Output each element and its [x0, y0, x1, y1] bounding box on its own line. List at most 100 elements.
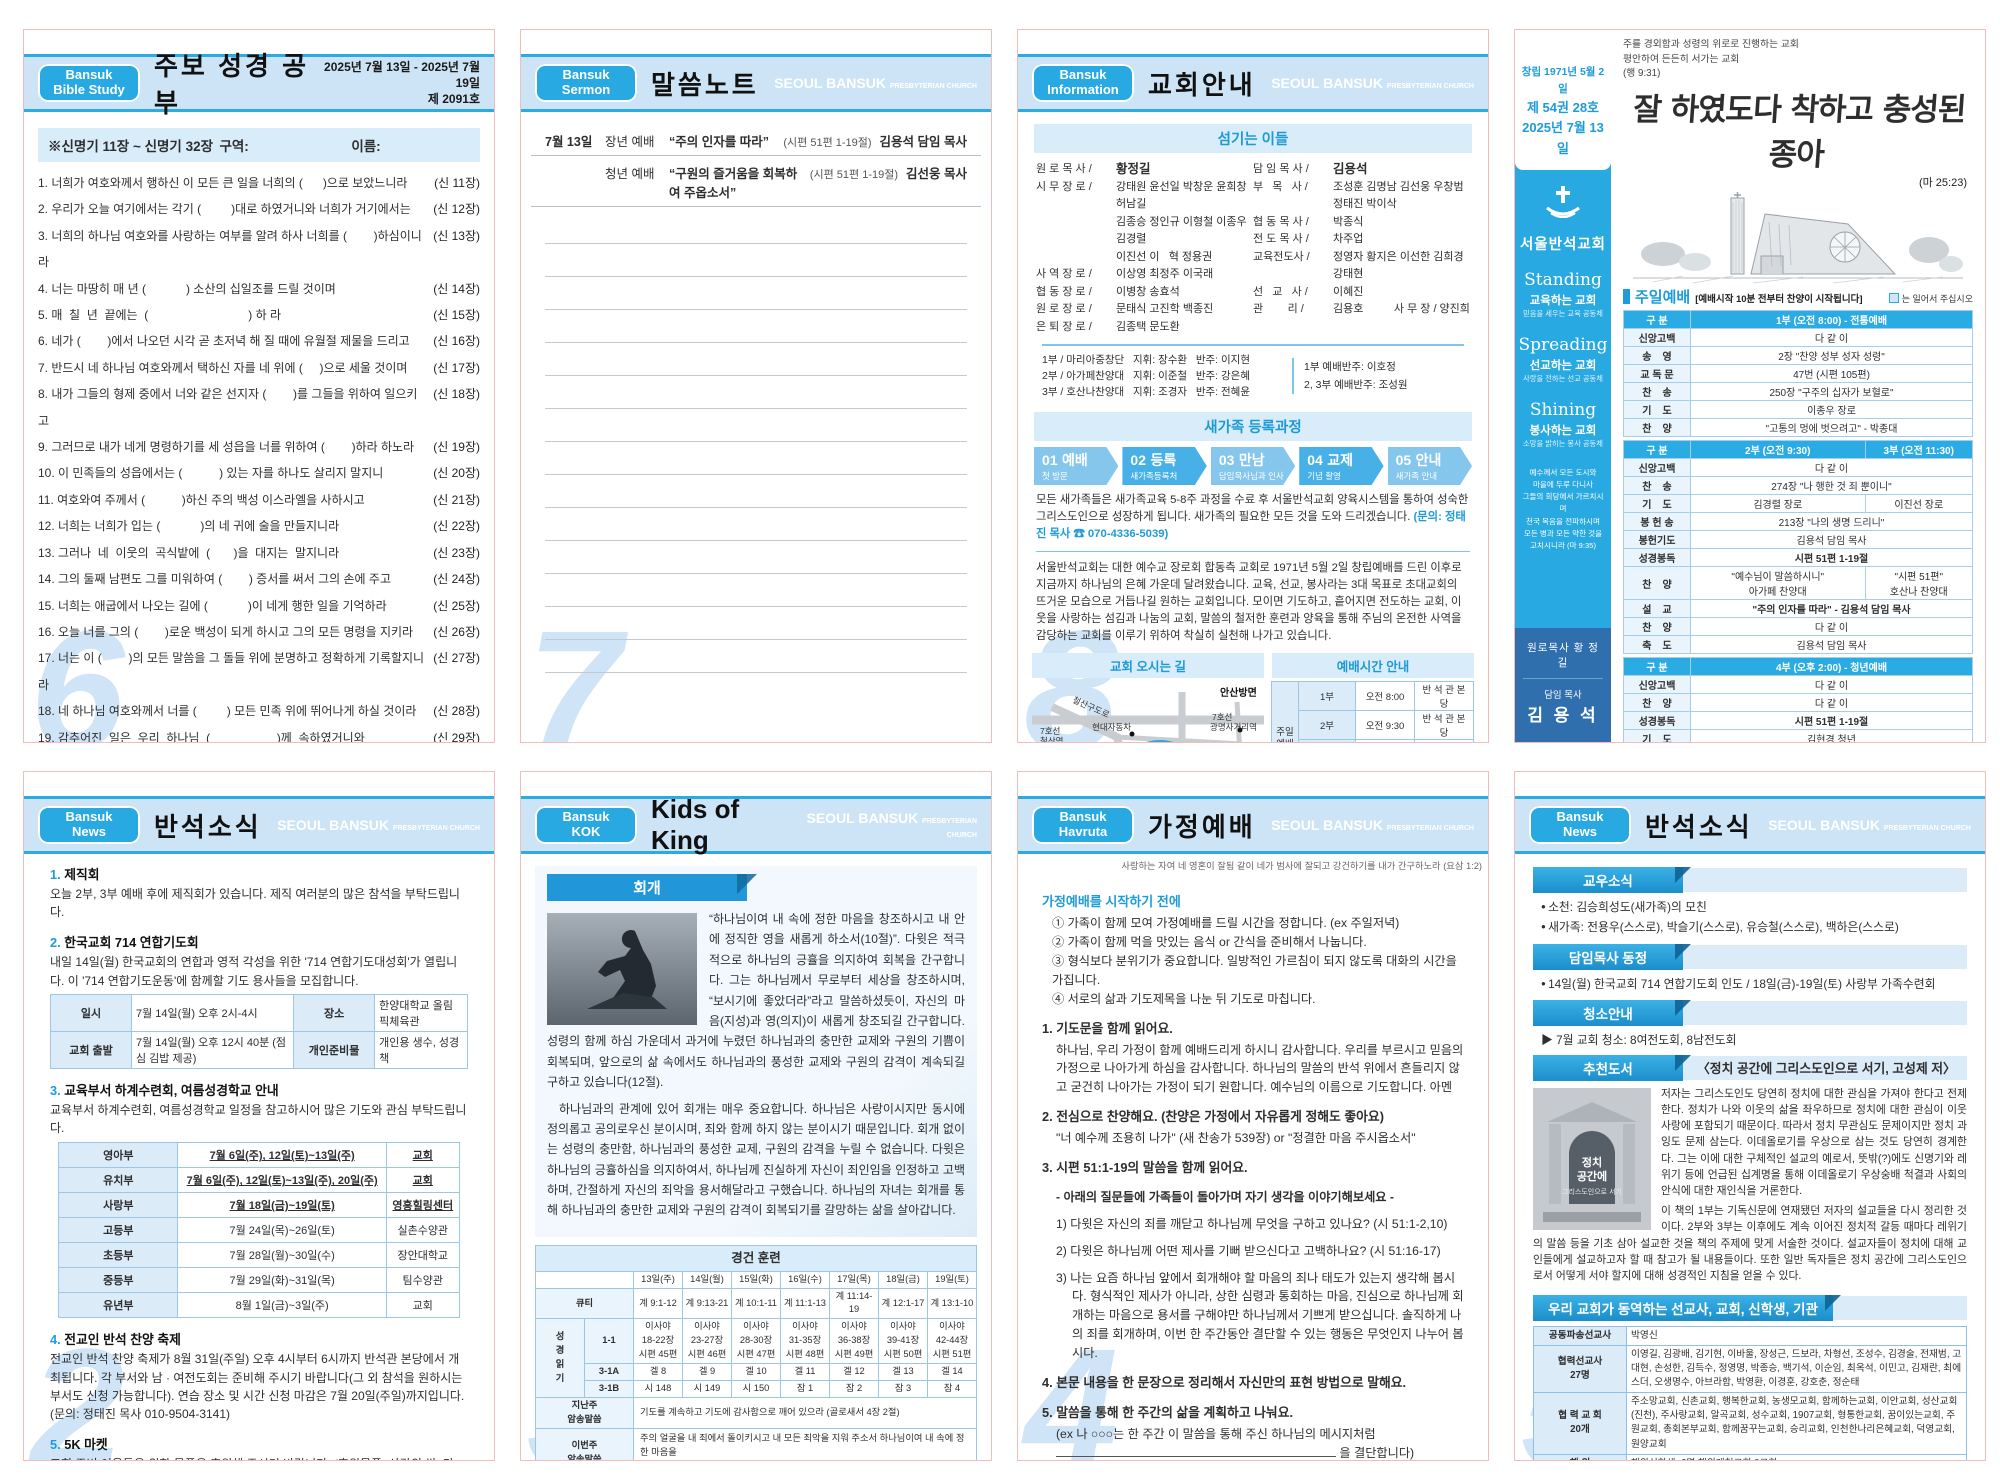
day-header: 14일(월): [682, 1270, 732, 1289]
vision-item: Spreading 선교하는 교회 사랑을 전하는 선교 공동체: [1518, 334, 1608, 383]
bible-question: 17. 너는 이 ( )의 모든 말씀을 그 돌들 위에 분명하고 정확하게 기…: [38, 651, 480, 692]
bible-question: 7. 반드시 네 하나님 여호와께서 택하신 자를 네 위에 ( )으로 세울 …: [38, 360, 480, 375]
bansuk-badge: Bansuk Information: [1032, 64, 1134, 102]
svg-text:현대자동차: 현대자동차: [1092, 722, 1131, 732]
section-directions: 교회 오시는 길: [1032, 652, 1264, 678]
stand-marker-icon: [1889, 293, 1900, 304]
panel-header: Bansuk Havruta 가정예배 SEOUL BANSUK PRESBYTE…: [1018, 796, 1488, 854]
church-map: 안산방면 철산구도로 7호선 철산역 현대자동차 광명시민회관 광명시청 광명시…: [1032, 686, 1264, 743]
discussion-question: 2) 다윗은 하나님께 어떤 제사를 기뻐 받으신다고 고백하나요? (시 51…: [1056, 1243, 1441, 1258]
panel-header: Bansuk Sermon 말씀노트 SEOUL BANSUK PRESBYTER…: [521, 54, 991, 112]
blank-underline: [1056, 1444, 1336, 1457]
issue-date: 2025년 7월 13일 - 2025년 7월 19일 제 2091호: [324, 59, 480, 107]
sidebar-verse: 예수께서 모든 도시와 마을에 두루 다니사 그들의 회당에서 가르치시며 천국…: [1522, 467, 1604, 550]
section-worship-times: 예배시간 안내: [1272, 652, 1474, 678]
step-body: 하나님, 우리 가정이 함께 예배드리게 하시니 감사합니다. 우리를 부르시고…: [1056, 1042, 1464, 1095]
panel-header: Bansuk Bible Study 주보 성경 공부 2025년 7월 13일 …: [24, 51, 494, 118]
staff-row: 부 목 사 / 조성훈 김명남 김선웅 우창범: [1253, 180, 1464, 193]
member-news-item: 새가족: 전용우(스스로), 박슬기(스스로), 유승철(스스로), 백하은(스…: [1541, 918, 1967, 936]
before-start-list: ① 가족이 함께 모여 가정예배를 드릴 시간을 정합니다. (ex 주일저녁)…: [1052, 914, 1464, 1009]
name-label: 이름:: [351, 139, 381, 154]
church-name-en: SEOUL BANSUK PRESBYTERIAN CHURCH: [1271, 817, 1474, 833]
retreat-row: 사랑부 7월 18일(금)~19일(토) 영흥힐링센터: [58, 1192, 460, 1219]
worship-time-row: 3부오전 11:30반 석 관 본 당: [1298, 738, 1474, 742]
church-name-en: SEOUL BANSUK PRESBYTERIAN CHURCH: [1271, 75, 1474, 91]
panel-title: 교회안내: [1148, 69, 1256, 100]
day-header: 17일(목): [829, 1270, 879, 1289]
cleaning-item: ▶ 7월 교회 청소: 8여전도회, 8남전도회: [1541, 1032, 1737, 1047]
church-history: 서울반석교회는 대한 예수교 장로회 합동측 교회로 1971년 5월 2일 창…: [1036, 550, 1470, 645]
newfamily-step: 03 만남 담임목사님과 인사: [1211, 447, 1295, 485]
svg-text:안산방면: 안산방면: [1220, 686, 1257, 699]
day-header: 19일(토): [927, 1270, 977, 1289]
panel-title: 가정예배: [1148, 811, 1256, 842]
page-number-watermark: 4: [1024, 1314, 1119, 1460]
church-name-en: SEOUL BANSUK PRESBYTERIAN CHURCH: [774, 75, 977, 91]
staff-row: 협 동 목 사 / 박종식: [1253, 215, 1364, 228]
before-start-item: ① 가족이 함께 모여 가정예배를 드릴 시간을 정합니다. (ex 주일저녁): [1052, 916, 1400, 931]
before-start-heading: 가정예배를 시작하기 전에: [1042, 894, 1181, 909]
devotion-title-ribbon: 회개: [547, 874, 757, 901]
svg-text:정치: 정치: [1582, 1155, 1602, 1169]
panel-title: 주보 성경 공부: [154, 51, 310, 118]
section-recommended-book: 추천도서 〈정치 공간에 그리스도인으로 서기, 고성제 저〉: [1533, 1054, 1967, 1081]
svg-text:철산역: 철산역: [1040, 736, 1063, 743]
staff-row: 협 동 장 로 / 이병창 송효석: [1036, 285, 1180, 298]
staff-row: 관 리 / 김용호 사 무 장 / 양진희: [1253, 303, 1470, 315]
section-cleaning: 청소안내: [1533, 999, 1967, 1026]
section-mission-partners: 우리 교회가 동역하는 선교사, 교회, 신학생, 기관: [1533, 1295, 1967, 1322]
discussion-question: 3) 나는 요즘 하나님 앞에서 회개해야 할 마음의 죄나 태도가 있는지 생…: [1056, 1270, 1464, 1361]
sermon-list: 7월 13일 장년 예배 “주의 인자를 따라” (시편 51편 1-19절) 김용석 …: [521, 124, 991, 207]
newfamily-step: 02 등록 새가족등록처: [1122, 447, 1206, 485]
bible-question: 3. 너희의 하나님 여호와를 사랑하는 여부를 알려 하사 너희를 ( )하심…: [38, 228, 480, 270]
panel-title: 말씀노트: [651, 69, 759, 100]
bible-question: 19. 감추어진 일은 우리 하나님 ( )께 속하였거니와 (신 29장): [38, 730, 480, 742]
newfamily-steps: 01 예배 첫 방문 02 등록 새가족등록처 03 만남 담임목사님과 인사 04 교제 기…: [1034, 447, 1472, 485]
before-start-item: ② 가족이 함께 먹을 맛있는 음식 or 간식을 준비해서 나눕니다.: [1052, 935, 1367, 950]
section-pastor-schedule: 담임목사 동정: [1533, 943, 1967, 970]
cover-title-reference: (마 25:23): [1918, 177, 1967, 190]
retreat-row: 고등부 7월 24일(목)~26일(토) 실촌수양관: [58, 1217, 460, 1244]
mission-partners-table: 공동파송선교사 박영신 협력선교사 27명 이영길, 김광배, 김기현, 이바울, 장…: [1533, 1326, 1967, 1460]
pastor-schedule-item: 14일(월) 한국교회 714 연합기도회 인도 / 18일(금)-19일(토)…: [1541, 975, 1967, 993]
vision-list: Standing 교육하는 교회 믿음을 세우는 교육 공동체 Spreading 선교…: [1515, 270, 1611, 449]
church-illustration: [1633, 192, 1963, 284]
step-body: (ex 나 ○○○는 한 주간 이 말씀을 통해 주신 하나님의 메시지처럼: [1056, 1426, 1376, 1441]
church-name-en: SEOUL BANSUK PRESBYTERIAN CHURCH: [806, 810, 978, 839]
bible-question: 4. 너는 마땅히 매 년 ( ) 소산의 십일조를 드릴 것이며 (신 14장): [38, 281, 480, 296]
bible-question: 16. 오늘 너를 그의 ( )로운 백성이 되게 하시고 그의 모든 명령을 …: [38, 624, 480, 639]
bible-range: ※신명기 11장 ~ 신명기 32장: [48, 139, 214, 154]
panel-title: 반석소식: [154, 811, 262, 842]
step-heading: 4. 본문 내용을 한 문장으로 정리해서 자신만의 표현 방법으로 말해요.: [1042, 1375, 1407, 1391]
staff-row: 사 역 장 로 / 이상영 최정주 이국래: [1036, 268, 1214, 280]
bible-question: 10. 이 민족들의 성읍에서는 ( ) 있는 자를 하나도 살리지 말지니 (신…: [38, 466, 480, 481]
news-item: 5. 5K 마켓 교회 주변 이웃들을 위한 물품을 후원해 주시기 바랍니다.…: [50, 1437, 454, 1460]
staff-row: 선 교 사 / 이혜진: [1253, 285, 1364, 298]
retreat-row: 초등부 7월 28일(월)~30일(수) 장안대학교: [58, 1242, 460, 1269]
accompanist-list: 1부 예배반주: 이호정 2, 3부 예배반주: 조성원: [1292, 358, 1464, 394]
book-review-paragraph: 저자는 그리스도인도 당연히 정치에 대한 관심을 가져야 한다고 전제한다. …: [1661, 1087, 1967, 1197]
sunday-worship-label: 주일예배: [1271, 680, 1299, 742]
bible-question: 2. 우리가 오늘 여기에서는 각기 ( )대로 하였거니와 너희가 거기에서는…: [38, 202, 480, 217]
bible-question: 8. 내가 그들의 형제 중에서 너와 같은 선지자 ( )를 그들을 위하여 …: [38, 387, 480, 428]
pastor-box: 원로목사 황 정 길 담임 목사 김 용 석: [1515, 628, 1611, 742]
bible-question: 15. 너희는 애굽에서 나오는 길에 ( )이 네게 행한 일을 기억하라 (신…: [38, 598, 480, 613]
step-heading: 1. 기도문을 함께 읽어요.: [1042, 1020, 1173, 1036]
bible-question: 5. 매 칠 년 끝에는 ( ) 하 라 (신 15장): [38, 308, 480, 323]
staff-row: 원 로 장 로 / 문태식 고진학 백종진: [1036, 303, 1214, 315]
bansuk-badge: Bansuk News: [38, 806, 140, 844]
day-header: 16일(수): [780, 1270, 830, 1289]
partner-row: 협력선교사 27명 이영길, 김광배, 김기현, 이바울, 장성근, 드보라, 차…: [1533, 1345, 1967, 1394]
page-number-watermark: 6: [30, 596, 125, 742]
svg-text:7호선: 7호선: [1212, 712, 1232, 722]
panel-header: Bansuk News 반석소식 SEOUL BANSUK PRESBYTERIA…: [24, 796, 494, 854]
before-start-item: ③ 형식보다 분위기가 중요합니다. 일방적인 가르침이 되지 않도록 대화의 …: [1052, 953, 1457, 987]
choir-info: 1부 / 마리아중창단 지휘: 장수환 반주: 이지현 2부 / 아가페찬양대 …: [1042, 344, 1464, 400]
section-serving-people: 섬기는 이들: [1034, 124, 1472, 153]
vision-item: Shining 봉사하는 교회 소망을 밝히는 봉사 공동체: [1523, 399, 1603, 448]
day-header: 18일(금): [878, 1270, 928, 1289]
